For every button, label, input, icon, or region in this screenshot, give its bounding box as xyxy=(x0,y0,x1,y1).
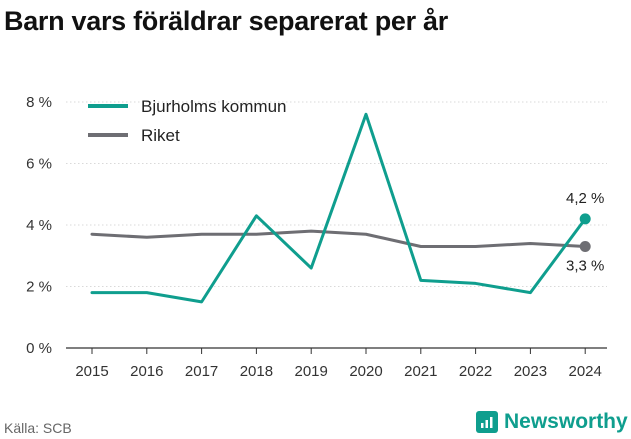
legend-label: Riket xyxy=(141,126,180,145)
y-tick-label: 0 % xyxy=(26,340,52,357)
series-line-riket xyxy=(90,229,587,249)
x-tick-label: 2019 xyxy=(295,363,328,380)
end-point-riket xyxy=(579,241,591,253)
chart-title: Barn vars föräldrar separerat per år xyxy=(4,6,448,36)
x-tick-label: 2018 xyxy=(240,363,273,380)
x-tick-label: 2024 xyxy=(569,363,602,380)
series-lines: 3,3 % 4,2 % xyxy=(90,112,604,304)
brand-logo: Newsworthy xyxy=(476,410,628,434)
x-tick-label: 2016 xyxy=(130,363,163,380)
source-note: Källa: SCB xyxy=(4,420,72,436)
gridlines xyxy=(66,101,607,349)
x-tick-label: 2017 xyxy=(185,363,218,380)
x-tick-label: 2015 xyxy=(75,363,108,380)
legend-label: Bjurholms kommun xyxy=(141,97,287,116)
legend: Bjurholms kommun Riket xyxy=(88,97,287,145)
y-tick-label: 6 % xyxy=(26,156,52,173)
y-tick-label: 8 % xyxy=(26,94,52,111)
y-tick-label: 4 % xyxy=(26,217,52,234)
x-tick-label: 2023 xyxy=(514,363,547,380)
brand-name: Newsworthy xyxy=(504,410,628,433)
x-axis-ticks: 2015 2016 2017 2018 2019 2020 2021 2022 2023 2024 xyxy=(75,348,602,380)
y-tick-label: 2 % xyxy=(26,279,52,296)
x-tick-label: 2022 xyxy=(459,363,492,380)
end-label-bjurholms-kommun: 4,2 % xyxy=(566,190,604,207)
end-label-riket: 3,3 % xyxy=(566,258,604,275)
x-tick-label: 2021 xyxy=(404,363,437,380)
series-line-bjurholms-kommun xyxy=(90,112,587,304)
y-axis-ticks: 0 % 2 % 4 % 6 % 8 % xyxy=(26,94,52,357)
x-tick-label: 2020 xyxy=(349,363,382,380)
end-point-bjurholms-kommun xyxy=(579,213,591,225)
newsworthy-logo-icon xyxy=(476,411,498,433)
